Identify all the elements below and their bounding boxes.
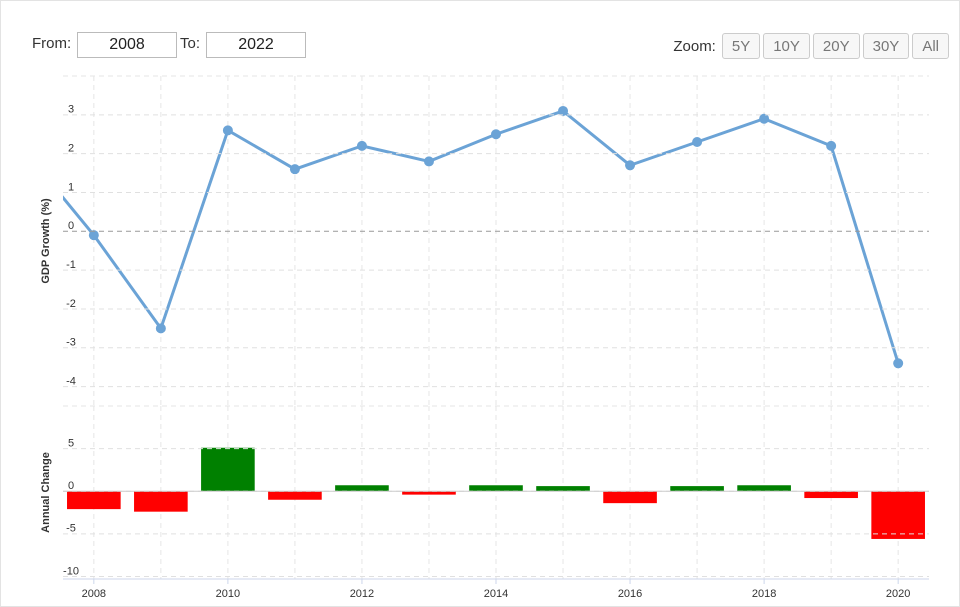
from-input[interactable]: 2008 [77, 32, 177, 58]
to-label: To: [180, 35, 201, 52]
point [692, 137, 703, 147]
point [491, 129, 501, 140]
zoom-button[interactable]: 10Y [763, 33, 810, 59]
x-tick-label: 2018 [752, 588, 776, 600]
y-tick-label: -5 [66, 523, 76, 535]
panel [22, 76, 904, 406]
zoom-bar: Zoom: 5Y 10Y 20Y 30Y All [673, 33, 949, 59]
point [155, 323, 166, 334]
y-tick-label: 0 [68, 220, 74, 232]
zoom-label: Zoom: [673, 37, 716, 55]
y-tick-label: 1 [68, 181, 74, 193]
zoom-button[interactable]: 20Y [812, 33, 860, 59]
y-tick-label: 5 [68, 438, 74, 450]
y-axis-title: Annual Change [40, 452, 52, 533]
zoom-button[interactable]: 30Y [862, 33, 910, 59]
point [356, 140, 367, 151]
x-tick-label: 2020 [886, 588, 910, 600]
point [222, 125, 233, 136]
point [423, 156, 434, 167]
point [625, 160, 636, 171]
y-tick-label: 3 [68, 104, 74, 116]
point [826, 140, 837, 151]
y-tick-label: -10 [63, 565, 79, 577]
point [289, 164, 300, 175]
from-label: From: [32, 35, 72, 52]
line [63, 109, 900, 364]
x-tick-label: 2008 [82, 588, 106, 600]
bar [134, 491, 188, 512]
bar [268, 491, 322, 500]
bar [603, 491, 657, 504]
x-tick-label: 2016 [618, 588, 642, 600]
y-tick-label: -2 [66, 298, 76, 310]
bar [469, 485, 523, 492]
point [22, 149, 32, 159]
y-tick-label: 2 [68, 143, 74, 155]
point [893, 358, 904, 369]
bar [335, 485, 389, 492]
panel [67, 406, 925, 579]
bar [737, 485, 791, 492]
point [88, 230, 99, 241]
bar [871, 491, 925, 539]
bar [536, 486, 590, 492]
zoom-button[interactable]: 5Y [721, 33, 761, 59]
bar [670, 486, 724, 492]
bar [67, 491, 121, 510]
zoom-button[interactable]: All [912, 33, 949, 59]
y-tick-label: 0 [68, 480, 74, 492]
bar [201, 447, 255, 492]
y-axis-title: GDP Growth (%) [40, 198, 52, 284]
y-tick-label: -4 [66, 375, 76, 387]
bar [402, 491, 456, 495]
y-tick-label: -1 [66, 259, 76, 271]
point [759, 113, 770, 124]
x-tick-label: 2010 [216, 588, 240, 600]
y-tick-label: -3 [66, 337, 76, 349]
x-tick-label: 2014 [484, 588, 508, 600]
x-tick-label: 2012 [350, 588, 374, 600]
bar [804, 491, 858, 499]
to-input[interactable]: 2022 [206, 32, 306, 58]
point [558, 105, 569, 116]
